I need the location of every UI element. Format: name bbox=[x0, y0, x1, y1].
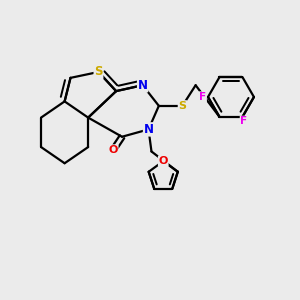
Text: O: O bbox=[159, 156, 168, 166]
Text: N: N bbox=[143, 123, 154, 136]
Text: O: O bbox=[109, 145, 118, 155]
Text: S: S bbox=[94, 65, 103, 79]
Text: S: S bbox=[178, 101, 186, 111]
Text: N: N bbox=[138, 79, 148, 92]
Text: F: F bbox=[240, 116, 247, 126]
Text: F: F bbox=[199, 92, 206, 102]
